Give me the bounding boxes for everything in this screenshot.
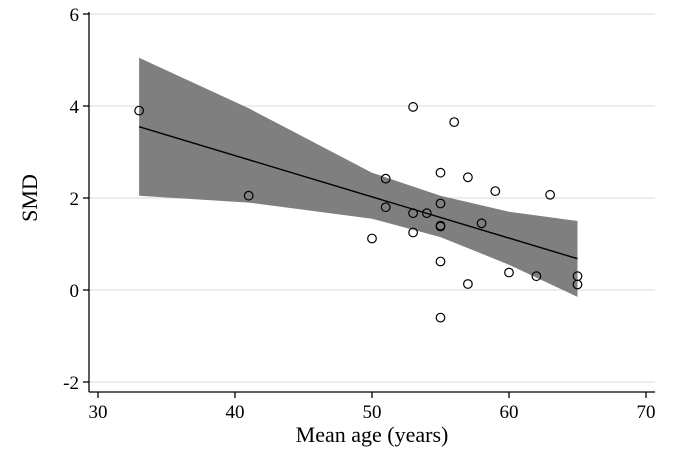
y-tick-label: 4 [70,97,80,118]
x-tick-label: 60 [500,402,519,423]
data-point [435,221,446,232]
data-point [380,202,391,213]
fit-line-group [138,126,578,260]
confidence-band [139,57,578,297]
data-point [435,256,446,267]
data-point [421,208,432,219]
data-point [408,227,419,238]
data-point [243,190,254,201]
y-tick-label: 0 [70,281,80,302]
data-point [490,186,501,197]
x-axis-title: Mean age (years) [296,422,449,447]
x-tick-label: 50 [363,402,382,423]
data-point [408,208,419,219]
data-point [367,233,377,244]
data-point [435,198,446,209]
ticks: -2 0 2 4 6 30 40 50 60 70 [63,5,655,423]
data-point [380,173,391,184]
x-tick-label: 70 [637,402,656,423]
data-point [463,172,473,183]
data-point [408,102,419,112]
points-group [134,102,583,323]
data-point [531,271,542,282]
data-point [463,279,473,289]
data-point [572,279,583,290]
x-tick-label: 30 [89,402,108,423]
data-point [476,218,487,229]
data-point [545,189,555,200]
y-axis-title: SMD [17,174,42,222]
y-tick-label: 6 [70,5,80,26]
confidence-band-group [139,57,578,297]
data-point [435,167,446,178]
data-point [504,267,514,278]
data-point [134,105,145,116]
data-point [449,117,460,127]
data-point [435,312,446,323]
y-tick-label: -2 [63,373,79,394]
fit-line [138,126,578,260]
x-tick-label: 40 [226,402,245,423]
y-tick-label: 2 [70,189,80,210]
